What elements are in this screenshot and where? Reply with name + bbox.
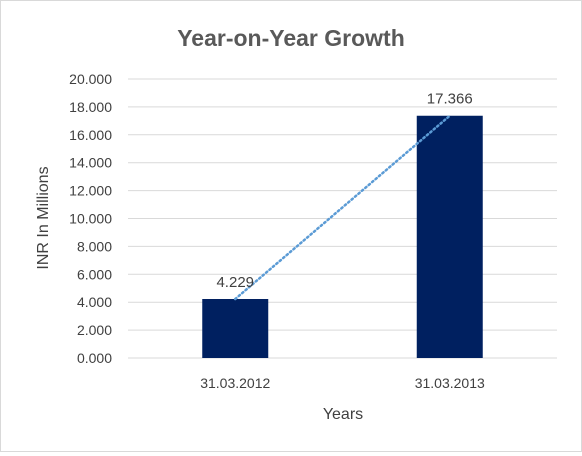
y-tick-label: 14.000 bbox=[69, 155, 112, 171]
gridlines bbox=[128, 78, 557, 359]
y-tick-label: 2.000 bbox=[77, 322, 112, 338]
x-axis-ticks: 31.03.2012 31.03.2013 bbox=[200, 375, 485, 391]
y-axis-label: INR In Millions bbox=[35, 166, 52, 269]
y-tick-label: 8.000 bbox=[77, 238, 112, 254]
y-tick-label: 20.000 bbox=[69, 71, 112, 87]
bar-1 bbox=[202, 299, 269, 358]
x-tick-label: 31.03.2012 bbox=[200, 375, 270, 391]
y-tick-label: 16.000 bbox=[69, 127, 112, 143]
data-label: 17.366 bbox=[427, 91, 473, 108]
y-tick-label: 6.000 bbox=[77, 266, 112, 282]
data-labels: 4.229 17.366 bbox=[216, 91, 472, 291]
x-tick-label: 31.03.2013 bbox=[415, 375, 485, 391]
y-tick-label: 10.000 bbox=[69, 211, 112, 227]
trendline bbox=[234, 114, 451, 301]
data-label: 4.229 bbox=[216, 274, 254, 291]
chart-title: Year-on-Year Growth bbox=[177, 25, 405, 51]
y-tick-label: 0.000 bbox=[77, 350, 112, 366]
y-axis-ticks: 0.000 2.000 4.000 6.000 8.000 10.000 12.000 14.… bbox=[69, 71, 112, 366]
bars bbox=[202, 115, 483, 359]
x-axis-label: Years bbox=[323, 406, 363, 423]
bar-2 bbox=[416, 115, 483, 359]
trendline-path bbox=[234, 114, 451, 301]
y-tick-label: 4.000 bbox=[77, 294, 112, 310]
y-tick-label: 12.000 bbox=[69, 183, 112, 199]
y-tick-label: 18.000 bbox=[69, 99, 112, 115]
